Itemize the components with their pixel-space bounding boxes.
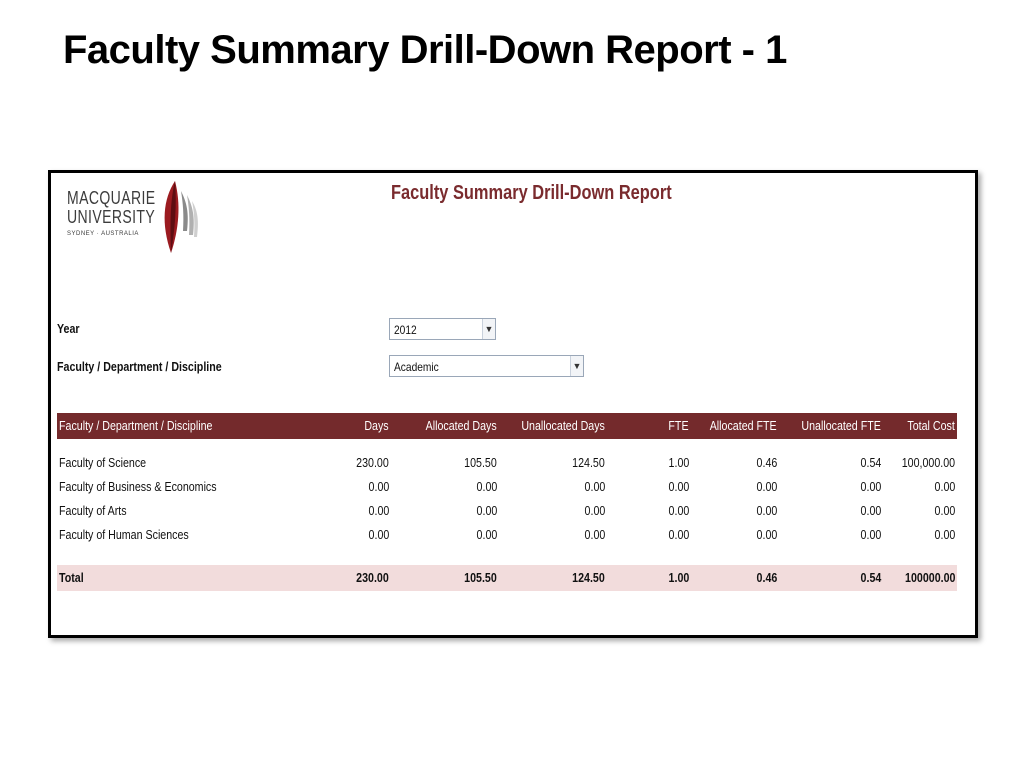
faculty-select[interactable]: Academic ▼ — [389, 355, 584, 377]
summary-table: Faculty / Department / Discipline Days A… — [57, 413, 957, 591]
cell-allocated-days: 105.50 — [464, 455, 497, 470]
cell-discipline: Faculty of Human Sciences — [59, 527, 189, 542]
cell-total-cost: 0.00 — [934, 479, 955, 494]
year-select-value: 2012 — [394, 323, 417, 337]
header-allocated-days: Allocated Days — [425, 418, 497, 433]
cell-allocated-days: 0.00 — [476, 503, 497, 518]
logo-line-3: SYDNEY · AUSTRALIA — [67, 231, 139, 237]
total-label: Total — [59, 570, 84, 585]
total-unallocated-days: 124.50 — [572, 570, 605, 585]
cell-unallocated-fte: 0.00 — [860, 527, 881, 542]
cell-days: 0.00 — [368, 503, 389, 518]
cell-days: 0.00 — [368, 479, 389, 494]
cell-unallocated-fte: 0.54 — [860, 455, 881, 470]
cell-fte: 0.00 — [668, 527, 689, 542]
logo-line-2: UNIVERSITY — [67, 207, 156, 227]
cell-fte: 1.00 — [668, 455, 689, 470]
total-allocated-fte: 0.46 — [756, 570, 777, 585]
cell-days: 230.00 — [356, 455, 389, 470]
cell-allocated-fte: 0.00 — [756, 479, 777, 494]
chevron-down-icon[interactable]: ▼ — [570, 356, 583, 376]
cell-unallocated-fte: 0.00 — [860, 479, 881, 494]
report-title: Faculty Summary Drill-Down Report — [391, 182, 672, 204]
cell-allocated-days: 0.00 — [476, 527, 497, 542]
table-row: Faculty of Human Sciences 0.00 0.00 0.00… — [57, 523, 957, 547]
chevron-down-icon[interactable]: ▼ — [482, 319, 495, 339]
year-label: Year — [57, 321, 80, 336]
cell-fte: 0.00 — [668, 503, 689, 518]
cell-total-cost: 0.00 — [934, 503, 955, 518]
report-frame: MACQUARIE UNIVERSITY SYDNEY · AUSTRALIA … — [48, 170, 978, 638]
slide-title: Faculty Summary Drill-Down Report - 1 — [63, 28, 787, 72]
cell-total-cost: 0.00 — [934, 527, 955, 542]
cell-discipline: Faculty of Business & Economics — [59, 479, 217, 494]
table-row: Faculty of Arts 0.00 0.00 0.00 0.00 0.00… — [57, 499, 957, 523]
cell-discipline: Faculty of Science — [59, 455, 147, 470]
logo-line-1: MACQUARIE — [67, 188, 156, 208]
header-fte: FTE — [668, 418, 689, 433]
faculty-label: Faculty / Department / Discipline — [57, 359, 222, 374]
cell-unallocated-days: 0.00 — [584, 503, 605, 518]
cell-unallocated-days: 0.00 — [584, 527, 605, 542]
total-days: 230.00 — [356, 570, 389, 585]
faculty-select-value: Academic — [394, 360, 439, 374]
total-unallocated-fte: 0.54 — [860, 570, 881, 585]
cell-unallocated-days: 124.50 — [572, 455, 605, 470]
cell-allocated-fte: 0.00 — [756, 527, 777, 542]
header-total-cost: Total Cost — [907, 418, 955, 433]
year-select[interactable]: 2012 ▼ — [389, 318, 496, 340]
header-unallocated-fte: Unallocated FTE — [801, 418, 881, 433]
cell-fte: 0.00 — [668, 479, 689, 494]
total-fte: 1.00 — [668, 570, 689, 585]
cell-discipline: Faculty of Arts — [59, 503, 127, 518]
cell-allocated-fte: 0.00 — [756, 503, 777, 518]
header-allocated-fte: Allocated FTE — [710, 418, 777, 433]
cell-total-cost: 100,000.00 — [901, 455, 955, 470]
total-row: Total 230.00 105.50 124.50 1.00 0.46 0.5… — [57, 565, 957, 591]
header-discipline: Faculty / Department / Discipline — [59, 418, 213, 433]
table-row: Faculty of Science 230.00 105.50 124.50 … — [57, 451, 957, 475]
header-unallocated-days: Unallocated Days — [521, 418, 605, 433]
university-logo: MACQUARIE UNIVERSITY SYDNEY · AUSTRALIA — [65, 179, 215, 265]
total-total-cost: 100000.00 — [904, 570, 955, 585]
lighthouse-flame-icon — [164, 181, 198, 253]
table-row: Faculty of Business & Economics 0.00 0.0… — [57, 475, 957, 499]
table-header: Faculty / Department / Discipline Days A… — [57, 413, 957, 439]
cell-allocated-fte: 0.46 — [756, 455, 777, 470]
cell-allocated-days: 0.00 — [476, 479, 497, 494]
logo-text: MACQUARIE UNIVERSITY SYDNEY · AUSTRALIA — [67, 188, 181, 238]
header-days: Days — [364, 418, 389, 433]
cell-unallocated-fte: 0.00 — [860, 503, 881, 518]
cell-unallocated-days: 0.00 — [584, 479, 605, 494]
cell-days: 0.00 — [368, 527, 389, 542]
total-allocated-days: 105.50 — [464, 570, 497, 585]
